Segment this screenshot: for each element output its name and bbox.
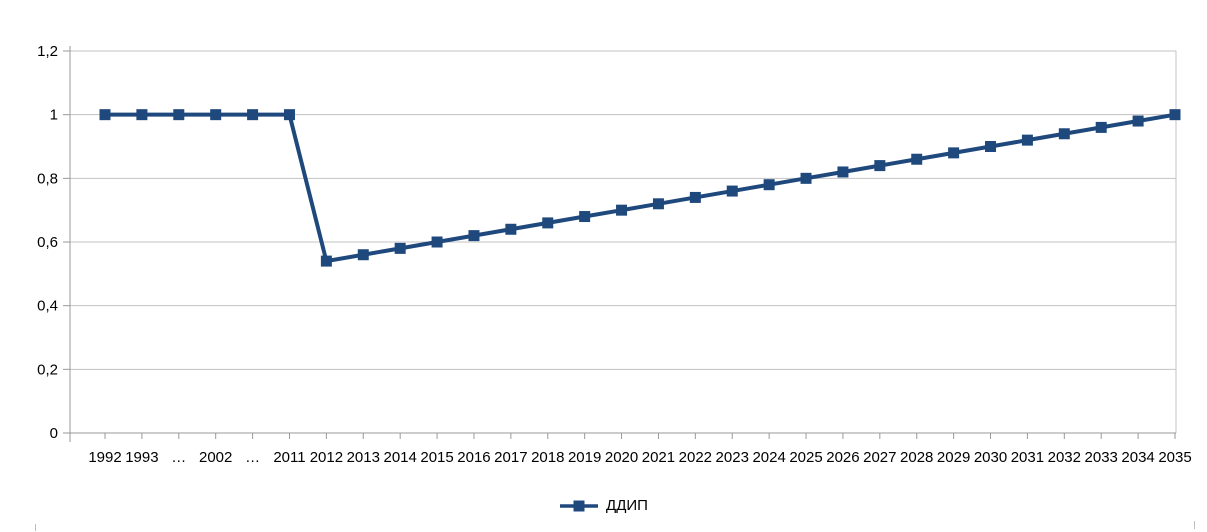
x-tick-label: 2031 (1011, 449, 1044, 466)
x-tick-label: 2023 (716, 449, 749, 466)
data-point-marker (726, 185, 738, 197)
data-point-marker (247, 109, 259, 121)
data-point-marker (1058, 128, 1070, 140)
x-tick-label: 2025 (789, 449, 822, 466)
x-tick-label: … (171, 449, 186, 466)
data-point-marker (800, 172, 812, 184)
x-tick-label: … (245, 449, 260, 466)
x-tick-label: 2032 (1048, 449, 1081, 466)
x-tick-label: 2013 (347, 449, 380, 466)
data-point-marker (505, 223, 517, 235)
data-point-marker (763, 179, 775, 191)
x-tick-label: 2011 (273, 449, 305, 466)
data-point-marker (320, 255, 332, 267)
data-point-marker (652, 198, 664, 210)
data-point-marker (468, 230, 480, 242)
data-point-marker (837, 166, 849, 178)
data-point-marker (210, 109, 222, 121)
data-point-marker (394, 242, 406, 254)
data-point-marker (1021, 134, 1033, 146)
x-tick-label: 2030 (974, 449, 1007, 466)
x-tick-label: 2035 (1158, 449, 1191, 466)
x-tick-label: 2016 (457, 449, 490, 466)
y-tick-label: 0 (50, 425, 58, 442)
page-border-mark-left (35, 524, 36, 531)
data-point-marker (985, 141, 997, 152)
x-tick-label: 2017 (494, 449, 527, 466)
data-point-marker (283, 109, 295, 121)
x-tick-label: 2029 (937, 449, 970, 466)
x-tick-label: 2002 (199, 449, 232, 466)
x-tick-label: 2027 (863, 449, 896, 466)
legend-line-marker-icon (560, 500, 599, 512)
data-point-marker (689, 191, 701, 203)
data-point-marker (616, 204, 628, 216)
data-point-marker (1132, 115, 1144, 127)
x-tick-label: 2034 (1121, 449, 1154, 466)
data-point-marker (948, 147, 960, 159)
x-tick-label: 2022 (679, 449, 712, 466)
y-tick-label: 0,6 (37, 234, 58, 251)
y-tick-label: 0,2 (37, 361, 58, 378)
y-tick-label: 1,2 (37, 43, 58, 60)
x-tick-label: 1993 (125, 449, 158, 466)
data-point-marker (874, 160, 886, 172)
data-point-marker (136, 109, 148, 121)
data-point-marker (1095, 121, 1107, 133)
data-point-marker (173, 109, 185, 121)
legend: ДДИП (0, 497, 1207, 515)
x-tick-label: 2015 (420, 449, 453, 466)
x-tick-label: 2018 (531, 449, 564, 466)
x-tick-label: 2019 (568, 449, 601, 466)
data-point-marker (911, 153, 923, 165)
x-tick-label: 2026 (826, 449, 859, 466)
y-tick-label: 0,8 (37, 170, 58, 187)
x-tick-label: 2021 (642, 449, 675, 466)
series-line (105, 112, 1176, 264)
data-point-marker (99, 109, 111, 121)
data-point-marker (431, 236, 443, 248)
data-point-marker (542, 217, 554, 229)
x-tick-label: 2028 (900, 449, 933, 466)
x-tick-label: 2020 (605, 449, 638, 466)
page-border-mark-right (1194, 521, 1195, 529)
x-tick-label: 2014 (383, 449, 416, 466)
y-tick-label: 0,4 (37, 298, 58, 315)
y-tick-label: 1 (50, 107, 58, 124)
data-point-marker (1169, 109, 1181, 121)
x-tick-label: 2024 (752, 449, 785, 466)
data-point-marker (357, 249, 369, 261)
x-tick-label: 1992 (88, 449, 121, 466)
x-tick-label: 2012 (310, 449, 343, 466)
data-point-marker (579, 211, 591, 223)
legend-label: ДДИП (606, 497, 648, 514)
x-tick-label: 2033 (1085, 449, 1118, 466)
